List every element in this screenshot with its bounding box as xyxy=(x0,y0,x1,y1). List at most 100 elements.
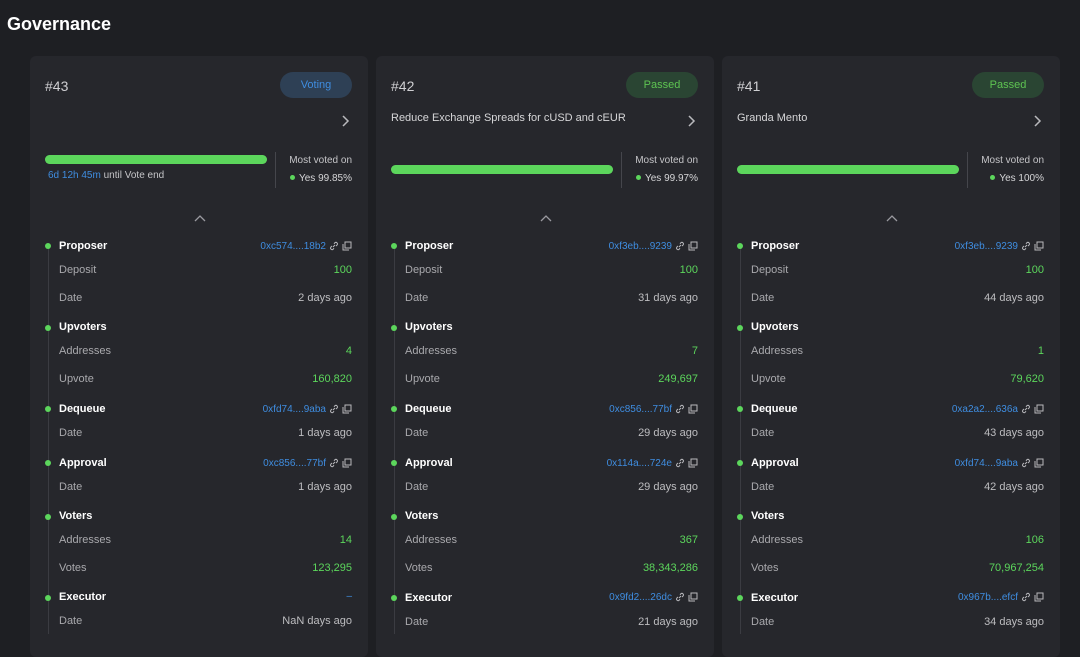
proposer-address[interactable]: 0xf3eb....9239 xyxy=(609,241,698,252)
link-icon[interactable] xyxy=(1021,458,1031,468)
copy-icon[interactable] xyxy=(342,458,352,468)
voters-heading: Voters xyxy=(59,510,93,522)
vote-progress-bar xyxy=(45,155,267,164)
address-text[interactable]: 0xfd74....9aba xyxy=(954,458,1018,469)
upvote-value: 160,820 xyxy=(312,373,352,385)
copy-icon[interactable] xyxy=(1034,241,1044,251)
most-voted-label: Most voted on xyxy=(981,155,1044,166)
proposer-address[interactable]: 0xc574....18b2 xyxy=(260,241,352,252)
deposit-value: 100 xyxy=(1025,264,1044,276)
timeline-dot xyxy=(737,325,743,331)
link-icon[interactable] xyxy=(675,241,685,251)
votes-value: 70,967,254 xyxy=(988,562,1044,574)
upvote-label: Upvote xyxy=(405,373,440,385)
votes-label: Votes xyxy=(59,562,87,574)
dequeue-address[interactable]: 0xa2a2....636a xyxy=(952,404,1044,415)
copy-icon[interactable] xyxy=(1034,404,1044,414)
vote-progress-bar xyxy=(737,165,959,174)
voters-heading: Voters xyxy=(751,510,785,522)
upvoter-addresses-count: 4 xyxy=(345,345,352,357)
proposal-id: #41 xyxy=(737,78,761,94)
upvote-value: 249,697 xyxy=(658,373,698,385)
page-title: Governance xyxy=(7,14,112,34)
vote-divider xyxy=(621,152,622,188)
link-icon[interactable] xyxy=(675,404,685,414)
date-label: Date xyxy=(405,292,429,304)
timeline-dot xyxy=(45,243,51,249)
link-icon[interactable] xyxy=(1021,404,1031,414)
proposal-id: #43 xyxy=(45,78,69,94)
dequeue-address[interactable]: 0xc856....77bf xyxy=(609,404,698,415)
proposal-card: #42 Passed Reduce Exchange Spreads for c… xyxy=(376,56,714,657)
address-text[interactable]: 0xf3eb....9239 xyxy=(608,241,672,252)
proposer-heading: Proposer xyxy=(59,240,108,252)
dequeue-heading: Dequeue xyxy=(751,403,798,415)
upvoter-addresses-count: 7 xyxy=(691,345,698,357)
timeline-dot xyxy=(737,514,743,520)
address-text[interactable]: 0xa2a2....636a xyxy=(951,404,1018,415)
approval-address[interactable]: 0xfd74....9aba xyxy=(955,458,1044,469)
proposal-title[interactable]: Reduce Exchange Spreads for cUSD and cEU… xyxy=(391,112,626,124)
date-label: Date xyxy=(59,427,83,439)
approval-address[interactable]: 0x114a....724e xyxy=(607,458,698,469)
chevron-right-icon[interactable] xyxy=(684,114,698,128)
link-icon[interactable] xyxy=(1021,241,1031,251)
proposal-title[interactable]: Granda Mento xyxy=(737,112,808,124)
date-label: Date xyxy=(751,481,775,493)
upvoters-heading: Upvoters xyxy=(405,321,453,333)
chevron-right-icon[interactable] xyxy=(1030,114,1044,128)
approval-heading: Approval xyxy=(59,457,107,469)
link-icon[interactable] xyxy=(329,241,339,251)
address-text[interactable]: 0xf3eb....9239 xyxy=(954,241,1018,252)
approval-heading: Approval xyxy=(751,457,799,469)
upvoter-addresses-count: 1 xyxy=(1037,345,1044,357)
copy-icon[interactable] xyxy=(342,241,352,251)
address-text[interactable]: 0x114a....724e xyxy=(606,458,672,469)
chevron-up-icon[interactable] xyxy=(539,210,553,222)
chevron-right-icon[interactable] xyxy=(338,114,352,128)
dequeue-address[interactable]: 0xfd74....9aba xyxy=(263,404,352,415)
proposer-address[interactable]: 0xf3eb....9239 xyxy=(955,241,1044,252)
most-voted-text: Yes 99.97% xyxy=(644,173,698,184)
copy-icon[interactable] xyxy=(1034,458,1044,468)
address-text[interactable]: 0x967b....efcf xyxy=(957,592,1018,603)
address-text[interactable]: 0xc856....77bf xyxy=(263,458,326,469)
link-icon[interactable] xyxy=(329,404,339,414)
time-left-value: 6d 12h 45m xyxy=(48,170,101,181)
upvoters-heading: Upvoters xyxy=(751,321,799,333)
proposer-heading: Proposer xyxy=(751,240,800,252)
timeline-dot xyxy=(391,460,397,466)
copy-icon[interactable] xyxy=(342,404,352,414)
voter-addresses-count: 106 xyxy=(1025,534,1044,546)
copy-icon[interactable] xyxy=(688,241,698,251)
vote-progress-fill xyxy=(45,155,267,164)
time-left-suffix: until Vote end xyxy=(103,170,165,181)
copy-icon[interactable] xyxy=(1034,592,1044,602)
executor-address[interactable]: 0x9fd2....26dc xyxy=(609,592,698,603)
address-text[interactable]: 0xc856....77bf xyxy=(609,404,672,415)
vote-progress-fill xyxy=(391,165,613,174)
timeline-dot xyxy=(391,243,397,249)
executor-heading: Executor xyxy=(405,592,453,604)
executor-address[interactable]: 0x967b....efcf xyxy=(958,592,1044,603)
approval-address[interactable]: 0xc856....77bf xyxy=(263,458,352,469)
copy-icon[interactable] xyxy=(688,404,698,414)
link-icon[interactable] xyxy=(329,458,339,468)
copy-icon[interactable] xyxy=(688,592,698,602)
link-icon[interactable] xyxy=(1021,592,1031,602)
most-voted-label: Most voted on xyxy=(289,155,352,166)
voter-addresses-count: 367 xyxy=(679,534,698,546)
executor-date: 21 days ago xyxy=(638,616,698,628)
chevron-up-icon[interactable] xyxy=(193,210,207,222)
votes-label: Votes xyxy=(751,562,779,574)
chevron-up-icon[interactable] xyxy=(885,210,899,222)
link-icon[interactable] xyxy=(675,458,685,468)
address-text[interactable]: 0x9fd2....26dc xyxy=(609,592,672,603)
status-dot xyxy=(289,174,295,180)
approval-date: 29 days ago xyxy=(638,481,698,493)
copy-icon[interactable] xyxy=(688,458,698,468)
address-text[interactable]: 0xfd74....9aba xyxy=(262,404,326,415)
address-text[interactable]: 0xc574....18b2 xyxy=(260,241,326,252)
link-icon[interactable] xyxy=(675,592,685,602)
votes-label: Votes xyxy=(405,562,433,574)
